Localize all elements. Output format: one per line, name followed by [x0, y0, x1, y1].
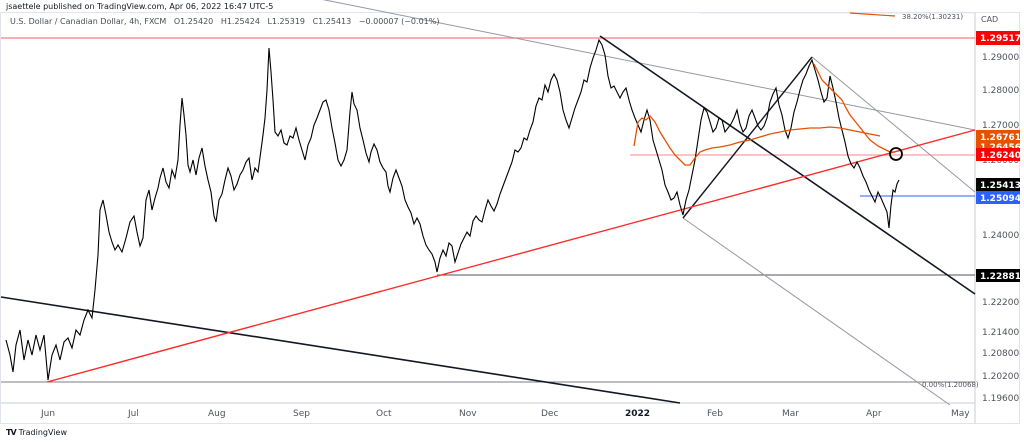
- svg-text:1.25413: 1.25413: [980, 181, 1021, 191]
- moving-average-line-1[interactable]: [633, 115, 881, 166]
- time-tick: Jun: [40, 409, 55, 419]
- upper-descending-trendline[interactable]: [225, 0, 976, 131]
- price-change: −0.00007 (−0.01%): [358, 17, 440, 26]
- time-tick: Jul: [127, 409, 139, 419]
- price-tick: 1.21400: [982, 328, 1019, 338]
- fib-label-382: 38.20%(1.30231): [902, 13, 963, 21]
- svg-text:1.26240: 1.26240: [980, 151, 1021, 161]
- publisher-line: jsaettele published on TradingView.com, …: [6, 2, 274, 11]
- symbol-legend: U.S. Dollar / Canadian Dollar, 4h, FXCM …: [10, 17, 444, 26]
- ohlc-close: C1.25413: [312, 17, 352, 26]
- long-descending-trendline[interactable]: [0, 296, 681, 404]
- svg-text:1.29517: 1.29517: [980, 34, 1021, 44]
- rising-support-trendline[interactable]: [46, 129, 976, 383]
- svg-text:1.25094: 1.25094: [980, 194, 1021, 204]
- ohlc-high: H1.25424: [220, 17, 260, 26]
- moving-average-fragment-top: [849, 12, 896, 17]
- moving-average-line-2[interactable]: [813, 63, 895, 153]
- price-tag-129517: 1.29517: [976, 31, 1021, 45]
- ohlc-open: O1.25420: [173, 17, 214, 26]
- tradingview-logo[interactable]: TV TradingView: [6, 428, 67, 437]
- price-tick: 1.28000: [982, 86, 1019, 96]
- time-tick: Sep: [293, 409, 310, 419]
- time-tick: Mar: [782, 409, 799, 419]
- price-tick: 1.22200: [982, 298, 1019, 308]
- svg-text:1.22881: 1.22881: [980, 272, 1021, 282]
- parallel-channel-line-lower[interactable]: [682, 217, 951, 406]
- time-tick: Aug: [208, 409, 226, 419]
- rising-line-jan-mar[interactable]: [682, 56, 813, 219]
- price-tick: 1.19600: [982, 394, 1019, 404]
- chart-frame[interactable]: [0, 12, 1020, 424]
- time-axis[interactable]: Jun Jul Aug Sep Oct Nov Dec 2022 Feb Mar…: [40, 409, 970, 419]
- confluence-circle-marker[interactable]: [889, 147, 903, 161]
- price-tick: 1.20200: [982, 372, 1019, 382]
- descending-trendline-dec-high[interactable]: [599, 35, 976, 295]
- ohlc-low: L1.25319: [267, 17, 306, 26]
- price-tag-last-125413: 1.25413: [976, 178, 1021, 191]
- time-tick: Oct: [376, 409, 392, 419]
- time-tick-year: 2022: [625, 409, 650, 419]
- time-tick: Nov: [459, 409, 477, 419]
- price-axis[interactable]: 1.29000 1.28000 1.27000 1.26000 1.24000 …: [982, 53, 1019, 404]
- price-tick: 1.24000: [982, 231, 1019, 241]
- price-tag-126761: 1.26761: [976, 130, 1021, 143]
- tradingview-logo-icon: TV: [6, 428, 17, 437]
- price-tag-122881: 1.22881: [976, 269, 1021, 282]
- svg-text:1.26761: 1.26761: [980, 133, 1021, 143]
- symbol-name: U.S. Dollar / Canadian Dollar, 4h, FXCM: [10, 17, 167, 26]
- tradingview-brand-text: TradingView: [18, 428, 67, 437]
- price-tick: 1.29000: [982, 53, 1019, 63]
- time-tick: May: [951, 409, 970, 419]
- price-tick: 1.20800: [982, 349, 1019, 359]
- time-tick: Apr: [866, 409, 882, 419]
- price-tick: 1.27000: [982, 121, 1019, 131]
- time-tick: Feb: [707, 409, 723, 419]
- price-tag-126240: 1.26240: [976, 148, 1021, 161]
- price-tag-125094: 1.25094: [976, 191, 1021, 204]
- time-tick: Dec: [541, 409, 558, 419]
- fib-label-0: 0.00%(1.20068): [922, 381, 979, 389]
- currency-label: CAD: [981, 15, 999, 24]
- price-series: [5, 38, 900, 381]
- parallel-channel-line-upper[interactable]: [811, 56, 976, 193]
